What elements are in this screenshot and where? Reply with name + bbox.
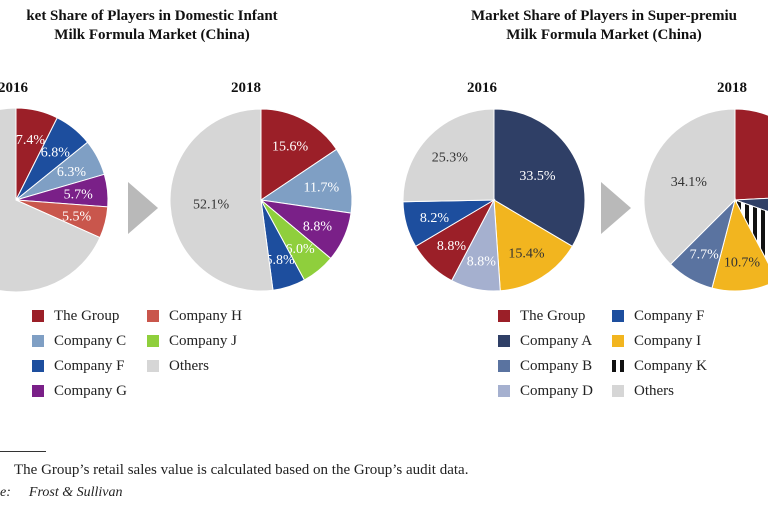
pie-label-others: 52.1% — [193, 197, 230, 212]
legend-swatch — [498, 385, 510, 397]
pie-label-company-c: 11.7% — [303, 180, 339, 195]
pie-label-company-c: 6.3% — [57, 165, 87, 180]
chart-2-title: Market Share of Players in Super-premiu … — [434, 7, 768, 45]
pie-label-company-f: 8.2% — [420, 211, 450, 226]
legend-label: Company D — [520, 383, 593, 399]
pie-slice-others — [0, 107, 101, 293]
legend-swatch — [612, 385, 624, 397]
legend-label: Company H — [169, 308, 242, 324]
pie-label-company-i: 15.4% — [508, 247, 545, 262]
pie-slice-company-i — [711, 198, 768, 292]
pie-label-company-f: 6.8% — [41, 145, 71, 160]
legend-swatch — [32, 335, 44, 347]
pie-label-others: 34.1% — [671, 175, 708, 190]
pie-label-the-group: 7.4% — [16, 133, 46, 148]
pie-label-company-d: 8.8% — [467, 255, 497, 270]
legend-label: The Group — [520, 308, 586, 324]
pie-label-company-a: 33.5% — [519, 169, 556, 184]
source-name: Frost & Sullivan — [28, 485, 123, 500]
pie-label-the-group: 8.8% — [437, 239, 467, 254]
legend-swatch — [32, 360, 44, 372]
legend-swatch — [147, 335, 159, 347]
legend-swatch — [612, 360, 624, 372]
pie-slice-company-c — [259, 148, 353, 214]
source-prefix: e: — [0, 485, 11, 500]
legend-swatch — [498, 360, 510, 372]
pie-label-company-j: 6.0% — [286, 242, 316, 257]
pie-label-others: 25.3% — [432, 151, 469, 166]
legend-label: Company G — [54, 383, 127, 399]
legend-swatch — [147, 310, 159, 322]
chart-1-title: ket Share of Players in Domestic Infant … — [0, 7, 312, 45]
pie-chart-1-2016: 7.4%6.8% 6.3% 5.7% 5.5% — [0, 107, 109, 293]
legend-label: Company K — [634, 358, 707, 374]
legend-swatch — [32, 385, 44, 397]
pie-slice-company-a — [493, 108, 586, 248]
pie-slice-others — [169, 108, 274, 292]
chart-1-title-line-2: Milk Formula Market (China) — [54, 27, 250, 43]
chart-1-year-2016: 2016 — [0, 80, 28, 96]
legend-swatch — [498, 310, 510, 322]
arrow-icon — [601, 182, 631, 234]
pie-slice-the-group — [260, 108, 338, 201]
legend-label: Company F — [634, 308, 705, 324]
legend-label: Company A — [520, 333, 593, 349]
pie-slice-the-group — [734, 108, 768, 201]
pie-label-company-g: 8.8% — [303, 219, 333, 234]
pie-chart-2-2018: 210.910.7%7.7%34.1% — [643, 108, 768, 292]
chart-2-legend: The Group Company F Company A Company I Comp… — [498, 306, 758, 406]
chart-1-year-2018: 2018 — [231, 80, 261, 96]
legend-label: Company I — [634, 333, 702, 349]
legend-label: Company C — [54, 333, 127, 349]
legend-label: The Group — [54, 308, 120, 324]
footnote-rule — [0, 451, 46, 452]
source-line: e: Frost & Sullivan — [0, 485, 122, 501]
legend-swatch — [32, 310, 44, 322]
pie-chart-1-2018: 15.6% 11.7% 8.8% 6.0%5.8% 52.1% — [169, 108, 353, 292]
pie-charts: 7.4%6.8%6.3%5.7%5.5% 15.6%11.7%8.8%6.0%5… — [0, 107, 768, 293]
chart-2-year-2016: 2016 — [467, 80, 497, 96]
legend-swatch — [147, 360, 159, 372]
legend-label: Company J — [169, 333, 237, 349]
chart-2-year-2018: 2018 — [717, 80, 747, 96]
legend-label: Others — [169, 358, 209, 374]
pie-slice-others — [402, 108, 495, 203]
pie-chart-2-2016: 33.5% 15.4% 8.8%8.8% 8.2% 25.3% — [402, 108, 586, 292]
pie-slice-company-i — [493, 199, 574, 292]
pie-label-company-i: 10.7% — [724, 256, 761, 271]
legend-swatch — [498, 335, 510, 347]
footnote-text: The Group’s retail sales value is calcul… — [14, 462, 469, 478]
chart-2-title-line-2: Milk Formula Market (China) — [506, 27, 702, 43]
chart-2-title-line-1: Market Share of Players in Super-premiu — [471, 8, 737, 24]
chart-1-legend: The Group Company H Company C Company J Comp… — [32, 306, 282, 406]
legend-swatch — [612, 335, 624, 347]
legend-label: Company F — [54, 358, 125, 374]
chart-1-title-line-1: ket Share of Players in Domestic Infant — [26, 8, 278, 24]
legend-label: Others — [634, 383, 674, 399]
arrow-icon — [128, 182, 158, 234]
pie-label-company-b: 7.7% — [690, 248, 720, 263]
pie-label-company-g: 5.7% — [64, 188, 94, 203]
pie-slice-others — [643, 108, 736, 265]
pie-label-company-h: 5.5% — [62, 209, 92, 224]
legend-swatch — [612, 310, 624, 322]
pie-label-the-group: 15.6% — [272, 139, 309, 154]
pie-label-company-f: 5.8% — [266, 253, 296, 268]
legend-label: Company B — [520, 358, 593, 374]
